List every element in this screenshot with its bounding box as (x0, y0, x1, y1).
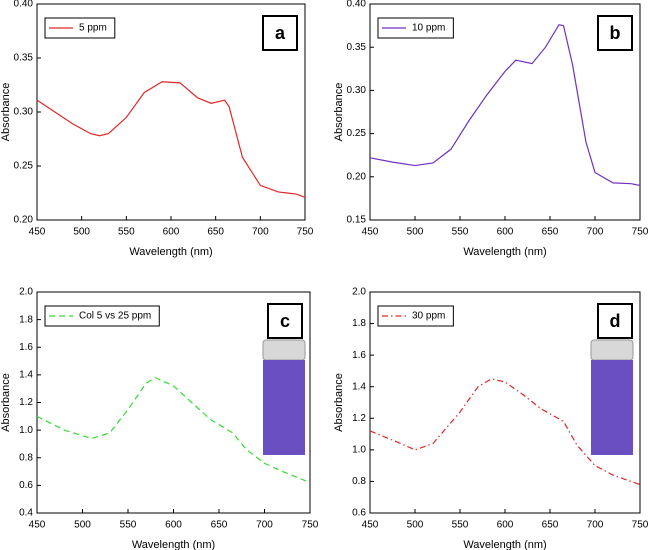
x-axis-label: Wavelength (nm) (129, 246, 212, 258)
y-tick-label: 0.30 (347, 85, 367, 96)
panel-label: d (610, 311, 621, 331)
panel-label-box (597, 15, 633, 51)
y-tick-label: 1.8 (19, 314, 33, 325)
y-tick-label: 0.40 (14, 0, 34, 10)
x-tick-label: 550 (120, 520, 137, 531)
panel: 450 500 550 600 650 700 750 0.15 0.20 0.25 0.30 0.3… (333, 0, 648, 258)
x-tick-label: 750 (632, 520, 648, 531)
panel: 450 500 550 600 650 700 750 0.4 0.6 0.8 1.0 1.2 1.4 1… (0, 287, 319, 550)
data-line (369, 24, 641, 187)
legend: Col 5 vs 25 ppm (44, 305, 160, 327)
y-tick-label: 1.8 (352, 318, 366, 329)
x-tick-label: 500 (407, 520, 424, 531)
x-tick-label: 700 (587, 520, 604, 531)
y-tick-label: 0.30 (14, 107, 34, 118)
data-line (36, 81, 306, 198)
legend-label: 10 ppm (412, 23, 445, 34)
x-tick-label: 700 (587, 227, 604, 238)
legend: 5 ppm (44, 17, 116, 39)
y-tick-label: 0.8 (19, 452, 33, 463)
x-tick-label: 700 (252, 227, 269, 238)
vial-cap (590, 339, 634, 361)
vial-body (591, 360, 633, 455)
x-tick-label: 700 (256, 520, 273, 531)
vial-c (262, 339, 306, 455)
y-tick-label: 1.6 (352, 350, 366, 361)
y-tick-label: 0.25 (347, 128, 367, 139)
x-tick-label: 500 (73, 227, 90, 238)
legend-label: Col 5 vs 25 ppm (79, 311, 151, 322)
panel: 450 500 550 600 650 700 750 0.6 0.8 1.0 1.2 1.4 1.6 1… (333, 287, 648, 550)
y-tick-label: 1.0 (352, 444, 366, 455)
y-tick-label: 1.0 (19, 425, 33, 436)
x-tick-label: 500 (407, 227, 424, 238)
y-tick-label: 0.6 (19, 480, 33, 491)
y-axis-label: Absorbance (0, 83, 12, 142)
y-tick-label: 0.35 (14, 53, 34, 64)
panel-label: a (275, 23, 286, 43)
y-tick-label: 0.6 (352, 508, 366, 519)
panel: 450 500 550 600 650 700 750 0.20 0.25 0.30 0.35 0.4… (0, 0, 314, 258)
data-line (36, 376, 311, 484)
y-tick-label: 1.6 (19, 342, 33, 353)
x-tick-label: 650 (542, 520, 559, 531)
x-tick-label: 650 (542, 227, 559, 238)
x-tick-label: 650 (207, 227, 224, 238)
x-tick-label: 550 (118, 227, 135, 238)
data-line (369, 378, 641, 486)
x-tick-label: 750 (632, 227, 648, 238)
x-tick-label: 750 (297, 227, 314, 238)
x-axis-label: Wavelength (nm) (132, 539, 215, 550)
y-tick-label: 2.0 (352, 287, 366, 298)
legend-label: 5 ppm (79, 23, 107, 34)
x-tick-label: 500 (74, 520, 91, 531)
y-tick-label: 0.4 (19, 508, 33, 519)
legend: 10 ppm (377, 17, 454, 39)
x-tick-label: 650 (211, 520, 228, 531)
x-tick-label: 450 (29, 227, 46, 238)
x-tick-label: 550 (452, 520, 469, 531)
y-tick-label: 2.0 (19, 287, 33, 298)
x-tick-label: 600 (165, 520, 182, 531)
x-tick-label: 600 (163, 227, 180, 238)
legend-box (44, 17, 116, 39)
x-tick-label: 600 (497, 520, 514, 531)
y-tick-label: 0.20 (347, 171, 367, 182)
panel-label-box (267, 303, 303, 339)
legend-box (377, 305, 454, 327)
y-axis-label: Absorbance (333, 373, 345, 432)
vial-cap (262, 339, 306, 361)
y-tick-label: 0.40 (347, 0, 367, 10)
y-axis-label: Absorbance (333, 83, 345, 142)
y-tick-label: 1.4 (352, 381, 366, 392)
y-tick-label: 0.25 (14, 161, 34, 172)
y-tick-label: 0.8 (352, 476, 366, 487)
y-tick-label: 1.4 (19, 370, 33, 381)
x-axis-label: Wavelength (nm) (463, 539, 546, 550)
panel-label: c (280, 311, 290, 331)
y-tick-label: 1.2 (19, 397, 33, 408)
x-axis-label: Wavelength (nm) (463, 246, 546, 258)
y-axis-label: Absorbance (0, 373, 12, 432)
x-tick-label: 550 (452, 227, 469, 238)
vial-d (590, 339, 634, 455)
panel-label: b (610, 23, 621, 43)
panel-label-box (262, 15, 298, 51)
x-tick-label: 600 (497, 227, 514, 238)
y-tick-label: 1.2 (352, 413, 366, 424)
y-tick-label: 0.35 (347, 42, 367, 53)
y-tick-label: 0.20 (14, 215, 34, 226)
x-tick-label: 450 (362, 227, 379, 238)
legend-box (44, 305, 160, 327)
panel-label-box (597, 303, 633, 339)
legend-box (377, 17, 454, 39)
y-tick-label: 0.15 (347, 215, 367, 226)
vial-body (263, 360, 305, 455)
x-tick-label: 450 (362, 520, 379, 531)
legend: 30 ppm (377, 305, 454, 327)
x-tick-label: 450 (29, 520, 46, 531)
x-tick-label: 750 (302, 520, 319, 531)
legend-label: 30 ppm (412, 311, 445, 322)
